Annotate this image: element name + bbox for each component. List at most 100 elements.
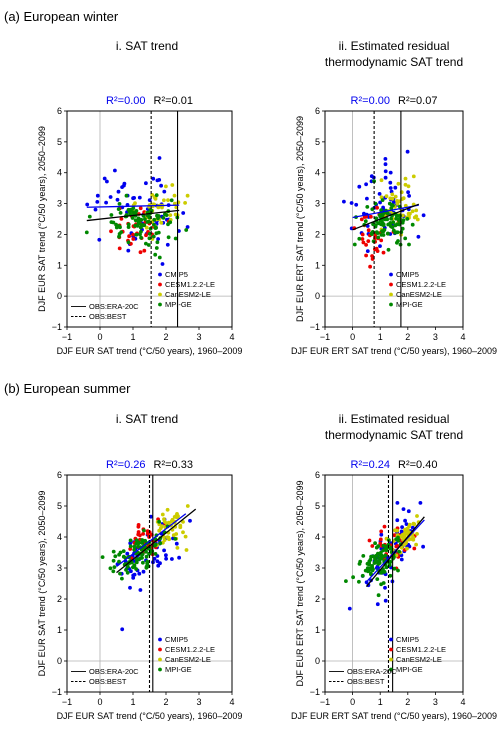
x-tick-label: 1 xyxy=(378,332,383,342)
y-tick-label: 5 xyxy=(57,137,62,147)
point-cesm1-2-2-le-85 xyxy=(138,250,143,255)
y-tick-label: 6 xyxy=(315,470,320,480)
plot-area xyxy=(325,111,463,327)
point-mpi-ge-213 xyxy=(155,240,160,245)
point-mpi-ge-225 xyxy=(387,201,392,206)
point-mpi-ge-203 xyxy=(87,214,92,219)
point-canesm2-le-130 xyxy=(403,527,407,532)
point-mpi-ge-224 xyxy=(132,564,137,569)
point-cesm1-2-2-le-91 xyxy=(136,523,141,527)
point-mpi-ge-228 xyxy=(136,219,141,224)
point-mpi-ge-227 xyxy=(157,255,162,260)
point-mpi-ge-193 xyxy=(379,233,384,237)
r2-blue-label: R²=0.00 xyxy=(351,95,390,107)
y-tick-label: 4 xyxy=(315,532,320,542)
point-cmip5-10 xyxy=(383,585,387,590)
point-mpi-ge-171 xyxy=(173,537,178,541)
point-mpi-ge-218 xyxy=(365,205,370,209)
regression-line-black xyxy=(116,508,197,574)
point-mpi-ge-166 xyxy=(118,571,122,576)
x-tick-label: −1 xyxy=(62,697,72,707)
point-canesm2-le-120 xyxy=(162,517,166,522)
point-mpi-ge-222 xyxy=(388,573,393,578)
point-mpi-ge-214 xyxy=(389,206,394,211)
point-mpi-ge-221 xyxy=(392,566,397,571)
legend-marker xyxy=(158,282,162,287)
axes-frame xyxy=(324,110,464,328)
point-cmip5-33 xyxy=(164,553,168,558)
point-canesm2-le-134 xyxy=(164,184,168,189)
point-mpi-ge-178 xyxy=(379,582,383,587)
point-canesm2-le-111 xyxy=(401,213,405,218)
x-tick-label: 0 xyxy=(350,697,355,707)
point-canesm2-le-138 xyxy=(181,520,185,524)
point-cmip5-35 xyxy=(126,248,131,253)
point-mpi-ge-182 xyxy=(117,224,121,228)
y-tick-label: 0 xyxy=(315,291,320,301)
point-cmip5-52 xyxy=(158,561,162,566)
point-cmip5-33 xyxy=(375,602,380,607)
y-tick-label: 3 xyxy=(315,563,320,573)
point-mpi-ge-173 xyxy=(146,243,151,247)
point-mpi-ge-223 xyxy=(136,557,141,562)
point-cmip5-11 xyxy=(174,541,179,546)
point-cmip5-54 xyxy=(410,525,415,530)
point-mpi-ge-216 xyxy=(136,541,141,546)
point-mpi-ge-196 xyxy=(386,247,391,252)
axes-frame xyxy=(324,474,464,693)
point-canesm2-le-118 xyxy=(379,178,384,183)
point-canesm2-le-117 xyxy=(411,174,416,179)
point-cmip5-25 xyxy=(383,162,388,167)
r2-black-label: R²=0.33 xyxy=(154,459,193,471)
point-mpi-ge-186 xyxy=(368,557,373,562)
plot-area xyxy=(67,111,232,327)
y-tick-label: 5 xyxy=(315,501,320,511)
point-mpi-ge-199 xyxy=(128,544,133,549)
y-tick-label: 0 xyxy=(315,656,320,666)
point-mpi-ge-208 xyxy=(152,222,156,227)
point-canesm2-le-118 xyxy=(133,201,137,206)
point-mpi-ge-207 xyxy=(372,561,377,565)
point-cmip5-51 xyxy=(378,200,382,205)
point-cesm1-2-2-le-70 xyxy=(361,240,366,245)
point-canesm2-le-129 xyxy=(167,537,172,542)
legend-obs-entry: OBS:BEST xyxy=(347,677,385,686)
legend-entry: MPI-GE xyxy=(165,665,192,674)
point-cmip5-16 xyxy=(85,202,90,207)
point-mpi-ge-213 xyxy=(153,542,158,547)
point-mpi-ge-225 xyxy=(124,568,128,572)
point-canesm2-le-121 xyxy=(403,176,408,181)
point-mpi-ge-166 xyxy=(403,236,408,241)
regression-line-black xyxy=(365,516,425,588)
point-cmip5-54 xyxy=(407,194,411,198)
point-cesm1-2-2-le-67 xyxy=(369,214,373,219)
point-mpi-ge-190 xyxy=(125,570,130,575)
point-mpi-ge-189 xyxy=(157,519,162,524)
r2-blue-label: R²=0.24 xyxy=(351,459,390,471)
point-cmip5-57 xyxy=(418,501,423,505)
point-mpi-ge-215 xyxy=(386,211,390,216)
point-canesm2-le-117 xyxy=(157,528,162,533)
point-mpi-ge-206 xyxy=(135,224,140,228)
point-cmip5-53 xyxy=(421,544,425,549)
point-mpi-ge-167 xyxy=(120,576,124,581)
point-cmip5-27 xyxy=(342,199,346,204)
legend-entry: CanESM2-LE xyxy=(396,290,442,299)
x-tick-label: −1 xyxy=(320,697,330,707)
point-mpi-ge-219 xyxy=(375,577,380,581)
point-mpi-ge-167 xyxy=(382,228,387,232)
point-mpi-ge-140 xyxy=(144,554,149,559)
point-mpi-ge-165 xyxy=(373,541,377,546)
point-canesm2-le-127 xyxy=(175,546,180,550)
point-canesm2-le-123 xyxy=(160,512,165,517)
point-cmip5-38 xyxy=(181,211,186,215)
point-mpi-ge-220 xyxy=(378,214,383,219)
point-mpi-ge-209 xyxy=(370,564,374,568)
regression-line-blue xyxy=(86,204,180,208)
point-cesm1-2-2-le-79 xyxy=(142,248,147,253)
point-mpi-ge-189 xyxy=(161,216,166,220)
plot-area xyxy=(325,475,463,692)
point-mpi-ge-184 xyxy=(386,542,391,547)
point-mpi-ge-190 xyxy=(169,198,174,203)
y-tick-label: 2 xyxy=(57,594,62,604)
